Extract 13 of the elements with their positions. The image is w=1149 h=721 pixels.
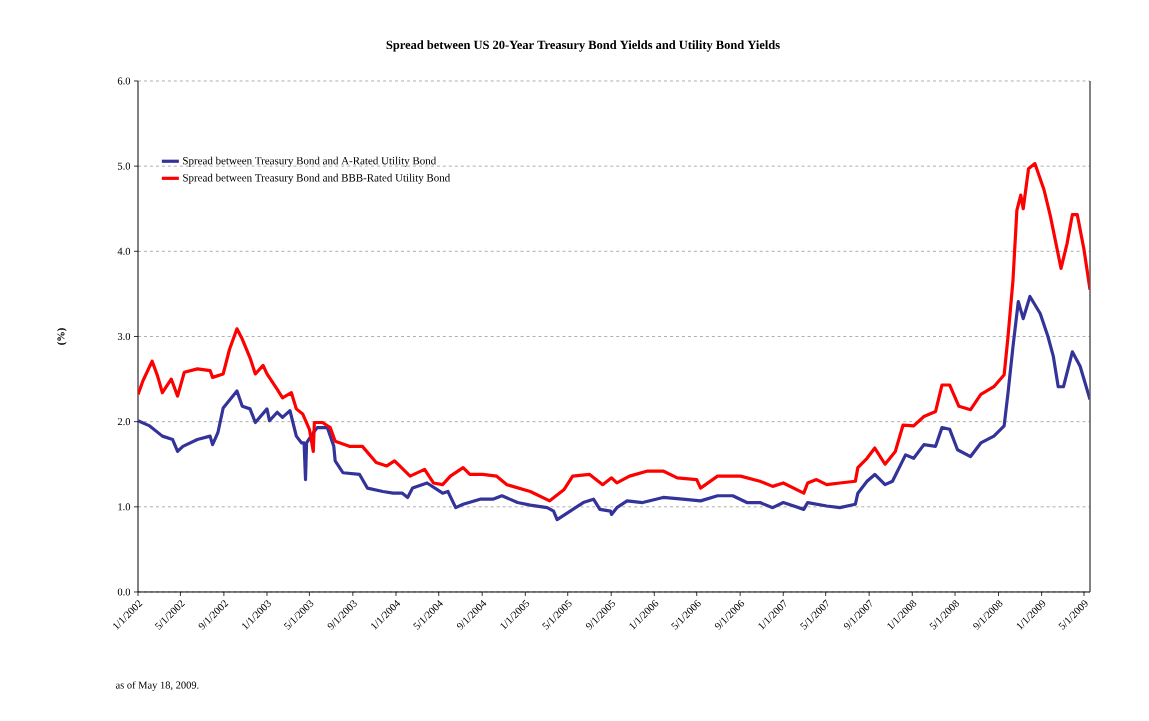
text: as of May 18, 2009.: [115, 681, 199, 691]
y-tick-label: 5.0: [118, 162, 131, 170]
chart-title: Spread between US 20-Year Treasury Bond Yields and Utility Bond Yields: [386, 40, 780, 52]
line-series: [138, 294, 1091, 522]
y-tick-label: 1.0: [118, 503, 131, 511]
y-tick-label: 0.0: [117, 588, 131, 596]
y-tick-label: 2.0: [117, 418, 131, 426]
y-tick-label: 3.0: [117, 332, 131, 341]
y-axis-title: (%): [57, 328, 67, 345]
y-tick-label: 4.0: [117, 247, 131, 255]
legend-label: Spread between Treasury Bond and BBB-Rated Utility Bond: [183, 173, 451, 184]
y-tick-label: 6.0: [117, 77, 131, 85]
legend-label: Spread between Treasury Bond and A-Rated Utility Bond: [183, 156, 437, 167]
